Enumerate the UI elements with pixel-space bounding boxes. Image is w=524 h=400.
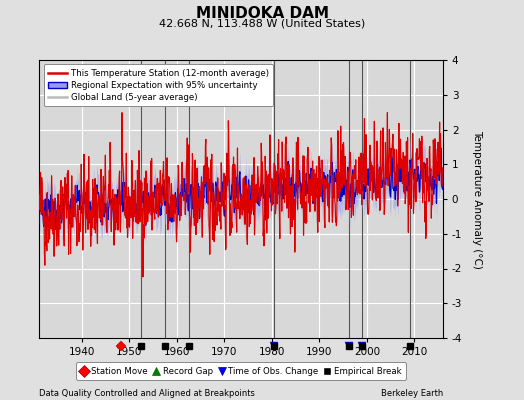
Legend: This Temperature Station (12-month average), Regional Expectation with 95% uncer: This Temperature Station (12-month avera… [43, 64, 274, 106]
Text: 42.668 N, 113.488 W (United States): 42.668 N, 113.488 W (United States) [159, 18, 365, 28]
Y-axis label: Temperature Anomaly (°C): Temperature Anomaly (°C) [472, 130, 482, 268]
Text: Berkeley Earth: Berkeley Earth [380, 389, 443, 398]
Legend: Station Move, Record Gap, Time of Obs. Change, Empirical Break: Station Move, Record Gap, Time of Obs. C… [76, 362, 406, 380]
Text: MINIDOKA DAM: MINIDOKA DAM [195, 6, 329, 21]
Text: Data Quality Controlled and Aligned at Breakpoints: Data Quality Controlled and Aligned at B… [39, 389, 255, 398]
